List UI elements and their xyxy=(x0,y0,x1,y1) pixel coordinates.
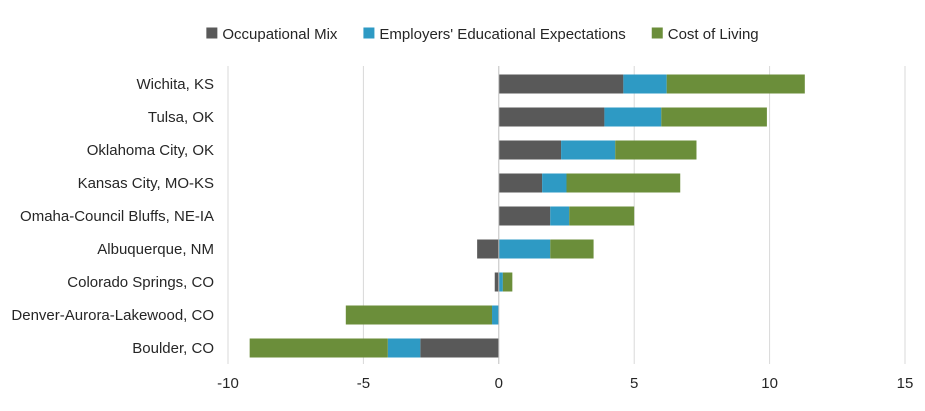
category-label: Omaha-Council Bluffs, NE-IA xyxy=(20,208,214,225)
bar-segment xyxy=(550,206,570,226)
category-label: Tulsa, OK xyxy=(148,109,214,126)
bars xyxy=(249,74,805,358)
category-label: Colorado Springs, CO xyxy=(67,274,214,291)
legend-label: Cost of Living xyxy=(668,26,759,43)
bar-segment xyxy=(550,239,594,259)
bar-segment xyxy=(542,173,567,193)
bar-segment xyxy=(477,239,499,259)
x-tick-label: -10 xyxy=(217,375,239,392)
bar-segment xyxy=(498,173,543,193)
bar-segment xyxy=(566,173,681,193)
bar-segment xyxy=(492,305,499,325)
category-label: Albuquerque, NM xyxy=(97,241,214,258)
category-label: Boulder, CO xyxy=(132,340,214,357)
category-label: Kansas City, MO-KS xyxy=(78,175,214,192)
bar-segment xyxy=(387,338,421,358)
bar-segment xyxy=(615,140,697,160)
legend-swatch xyxy=(363,27,375,39)
category-label: Denver-Aurora-Lakewood, CO xyxy=(11,307,214,324)
bar-segment xyxy=(661,107,767,127)
category-label: Wichita, KS xyxy=(136,76,214,93)
bar-segment xyxy=(420,338,499,358)
bar-segment xyxy=(498,74,624,94)
legend-swatch xyxy=(206,27,218,39)
bar-segment xyxy=(569,206,635,226)
bar-segment xyxy=(561,140,616,160)
x-tick-label: -5 xyxy=(357,375,370,392)
bar-segment xyxy=(604,107,662,127)
legend-label: Occupational Mix xyxy=(222,26,338,43)
x-tick-labels: -10 -5 0 5 10 15 xyxy=(217,375,913,392)
x-tick-label: 5 xyxy=(630,375,638,392)
legend-label: Employers' Educational Expectations xyxy=(379,26,625,43)
category-label: Oklahoma City, OK xyxy=(87,142,214,159)
bar-segment xyxy=(494,272,499,292)
bar-segment xyxy=(498,206,551,226)
bar-segment xyxy=(498,140,562,160)
x-tick-label: 10 xyxy=(761,375,778,392)
bar-segment xyxy=(345,305,493,325)
bar-segment xyxy=(623,74,667,94)
bar-segment xyxy=(498,272,503,292)
x-tick-label: 15 xyxy=(897,375,914,392)
bar-segment xyxy=(249,338,388,358)
bar-segment xyxy=(666,74,805,94)
bar-segment xyxy=(498,107,605,127)
legend-swatch xyxy=(651,27,663,39)
bar-segment xyxy=(498,239,551,259)
legend: Occupational Mix Employers' Educational E… xyxy=(206,26,759,43)
category-labels: Wichita, KS Tulsa, OK Oklahoma City, OK Kan… xyxy=(11,76,214,357)
bar-segment xyxy=(502,272,513,292)
x-tick-label: 0 xyxy=(495,375,503,392)
